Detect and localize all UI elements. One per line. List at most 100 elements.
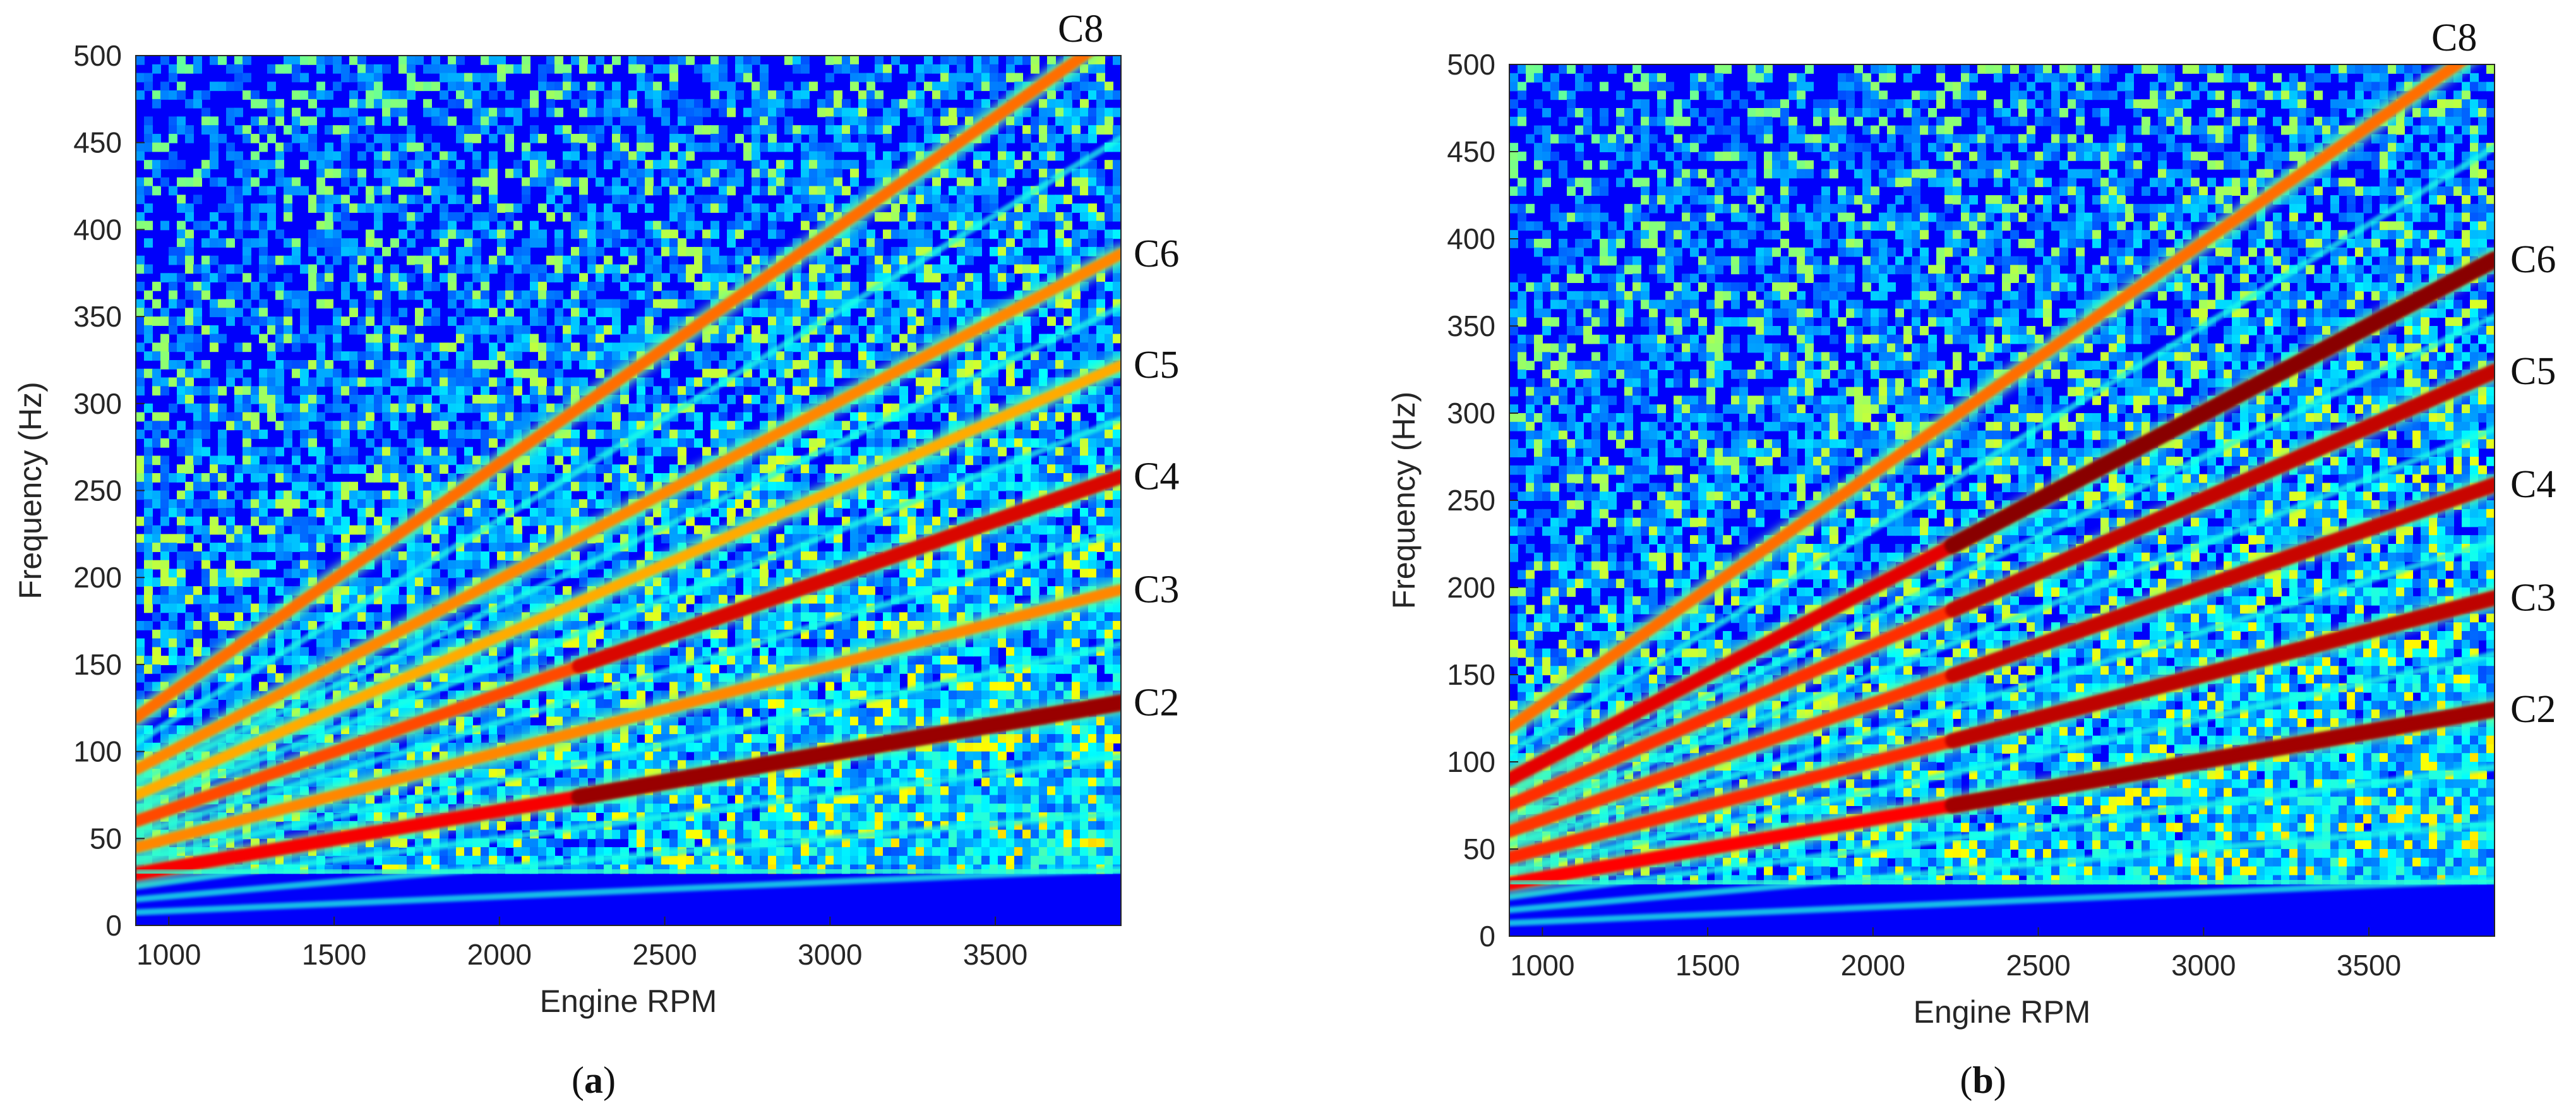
heatmap-cell <box>669 386 678 396</box>
heatmap-cell <box>522 847 530 857</box>
heatmap-cell <box>144 325 153 335</box>
heatmap-cell <box>251 543 260 552</box>
heatmap-cell <box>645 56 654 65</box>
heatmap-cell <box>275 99 284 109</box>
heatmap-cell <box>325 238 333 248</box>
heatmap-cell <box>735 386 744 396</box>
heatmap-cell <box>382 447 391 457</box>
heatmap-cell <box>563 316 572 326</box>
heatmap-cell <box>522 577 530 587</box>
heatmap-cell <box>284 656 292 665</box>
heatmap-cell <box>136 368 145 378</box>
heatmap-cell <box>505 551 514 561</box>
heatmap-cell <box>284 569 292 579</box>
heatmap-cell <box>325 90 333 100</box>
heatmap-cell <box>267 125 276 135</box>
heatmap-cell <box>177 81 186 92</box>
heatmap-cell <box>464 125 473 135</box>
heatmap-cell <box>415 229 424 239</box>
heatmap-cell <box>136 664 145 674</box>
heatmap-cell <box>546 647 555 657</box>
heatmap-cell <box>579 777 588 787</box>
heatmap-cell <box>440 255 448 265</box>
heatmap-cell <box>710 395 719 404</box>
heatmap-cell <box>563 516 572 526</box>
heatmap-cell <box>374 812 383 822</box>
heatmap-cell <box>620 734 629 744</box>
heatmap-cell <box>481 116 489 126</box>
heatmap-cell <box>423 246 432 256</box>
heatmap-cell <box>645 282 654 291</box>
heatmap-cell <box>193 403 202 413</box>
heatmap-cell <box>423 403 432 413</box>
heatmap-cell <box>472 212 481 222</box>
heatmap-cell <box>456 716 465 726</box>
heatmap-cell <box>440 777 448 787</box>
heatmap-cell <box>177 334 186 344</box>
heatmap-cell <box>513 430 522 439</box>
heatmap-cell <box>456 855 465 865</box>
heatmap-cell <box>661 508 670 517</box>
heatmap-cell <box>374 160 383 169</box>
heatmap-cell <box>456 551 465 561</box>
heatmap-cell <box>292 560 301 570</box>
heatmap-cell <box>160 351 169 361</box>
heatmap-cell <box>735 855 744 865</box>
heatmap-cell <box>210 177 219 187</box>
heatmap-cell <box>497 203 506 213</box>
heatmap-cell <box>546 160 555 169</box>
heatmap-cell <box>637 116 645 126</box>
heatmap-cell <box>341 430 350 439</box>
heatmap-cell <box>546 360 555 370</box>
heatmap-cell <box>571 499 580 509</box>
heatmap-cell <box>727 786 736 796</box>
heatmap-cell <box>464 342 473 352</box>
heatmap-cell <box>686 594 695 605</box>
heatmap-cell <box>727 169 736 178</box>
heatmap-cell <box>308 377 317 387</box>
heatmap-cell <box>464 142 473 152</box>
heatmap-cell <box>374 64 383 74</box>
heatmap-cell <box>546 212 555 222</box>
heatmap-cell <box>382 151 391 161</box>
heatmap-cell <box>267 282 276 291</box>
heatmap-cell <box>177 360 186 370</box>
heatmap-cell <box>325 203 333 213</box>
heatmap-cell <box>390 160 399 169</box>
heatmap-cell <box>193 99 202 109</box>
heatmap-cell <box>234 386 243 396</box>
heatmap-cell <box>407 125 416 135</box>
heatmap-cell <box>546 186 555 196</box>
heatmap-cell <box>563 395 572 404</box>
heatmap-cell <box>497 725 506 735</box>
heatmap-cell <box>325 56 333 65</box>
heatmap-cell <box>243 90 251 100</box>
heatmap-cell <box>226 421 235 431</box>
heatmap-cell <box>752 220 760 231</box>
heatmap-cell <box>702 821 711 831</box>
heatmap-cell <box>472 455 481 466</box>
heatmap-cell <box>472 829 481 840</box>
heatmap-cell <box>193 421 202 431</box>
heatmap-cell <box>251 421 260 431</box>
heatmap-cell <box>587 90 596 100</box>
heatmap-cell <box>201 220 210 231</box>
heatmap-cell <box>185 490 194 500</box>
heatmap-cell <box>719 551 728 561</box>
heatmap-cell <box>571 751 580 761</box>
heatmap-cell <box>177 299 186 309</box>
heatmap-cell <box>382 377 391 387</box>
heatmap-cell <box>620 264 629 274</box>
heatmap-cell <box>719 708 728 718</box>
heatmap-cell <box>185 64 194 74</box>
heatmap-cell <box>612 308 621 318</box>
heatmap-cell <box>489 116 498 126</box>
heatmap-cell <box>456 438 465 448</box>
heatmap-cell <box>382 855 391 865</box>
heatmap-cell <box>456 847 465 857</box>
heatmap-cell <box>678 742 686 752</box>
heatmap-cell <box>628 325 637 335</box>
heatmap-cell <box>398 855 407 865</box>
heatmap-cell <box>538 447 547 457</box>
heatmap-cell <box>316 64 325 74</box>
